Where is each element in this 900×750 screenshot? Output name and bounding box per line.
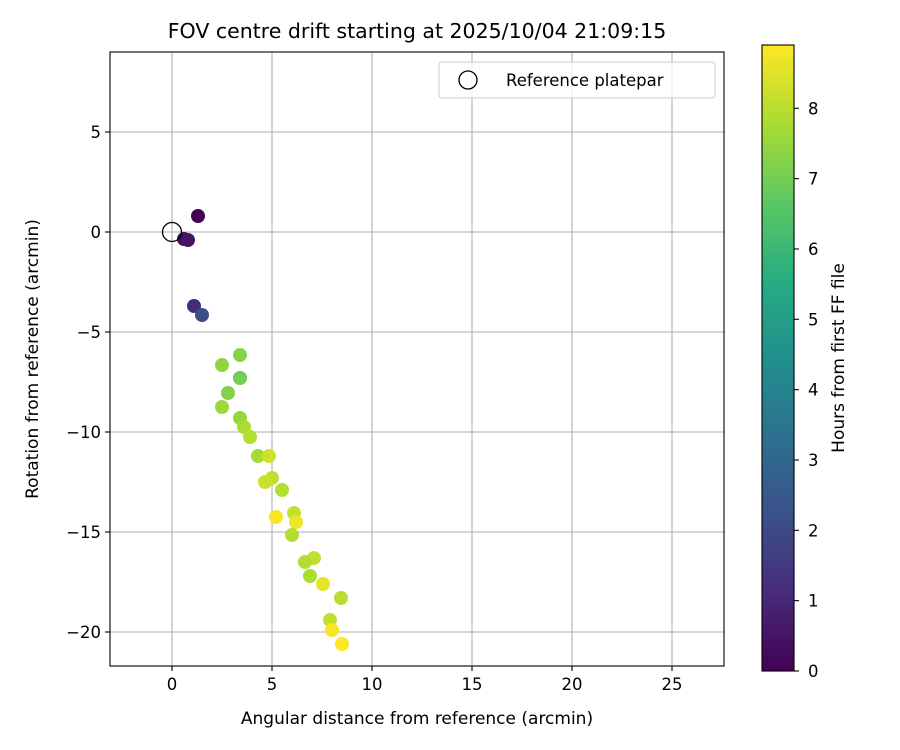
legend-reference-marker [458, 70, 478, 90]
colorbar-tick-label-0: 0 [808, 662, 819, 681]
data-point-20 [269, 510, 283, 524]
reference-platepar-marker [161, 221, 183, 243]
data-point-26 [316, 577, 330, 591]
grid-lines [110, 52, 724, 666]
data-point-3 [187, 299, 201, 313]
colorbar-label: Hours from first FF file [829, 263, 849, 453]
data-point-21 [289, 515, 303, 529]
plot-frame [109, 51, 725, 667]
data-point-5 [233, 348, 247, 362]
colorbar-tick-label-2: 2 [808, 521, 819, 540]
legend-label-reference: Reference platepar [506, 71, 664, 90]
legend: Reference platepar [438, 61, 716, 99]
data-point-24 [298, 555, 312, 569]
colorbar-tick-label-1: 1 [808, 592, 819, 611]
colorbar-tick-label-8: 8 [808, 99, 819, 118]
y-tick-label-5: −20 [66, 623, 101, 642]
reference-marker-layer [161, 221, 183, 243]
colorbar-tick-label-4: 4 [808, 381, 819, 400]
y-tick-label-2: −5 [77, 323, 101, 342]
data-point-22 [285, 528, 299, 542]
y-tick-label-3: −10 [66, 423, 101, 442]
y-tick-label-1: 0 [91, 223, 102, 242]
y-tick-label-0: 5 [91, 123, 102, 142]
data-point-10 [215, 400, 229, 414]
data-point-29 [325, 623, 339, 637]
data-point-14 [251, 449, 265, 463]
x-tick-label-0: 0 [167, 675, 178, 694]
colorbar-ticks: 0 1 2 3 4 5 6 7 8 [794, 99, 819, 681]
y-axis-label: Rotation from reference (arcmin) [23, 219, 43, 499]
colorbar-tick-label-5: 5 [808, 310, 819, 329]
x-tick-label-3: 15 [462, 675, 483, 694]
data-points [177, 209, 349, 651]
colorbar-tick-label-7: 7 [808, 170, 819, 189]
data-point-4 [195, 308, 209, 322]
y-tick-label-4: −15 [66, 523, 101, 542]
x-axis-ticks: 0 5 10 15 20 25 [167, 666, 683, 694]
data-point-30 [335, 637, 349, 651]
colorbar-frame [761, 44, 795, 672]
data-point-0 [191, 209, 205, 223]
data-point-17 [258, 475, 272, 489]
data-point-25 [303, 569, 317, 583]
x-tick-label-2: 10 [362, 675, 383, 694]
data-point-2 [181, 233, 195, 247]
data-point-9 [221, 386, 235, 400]
colorbar-tick-label-6: 6 [808, 240, 819, 259]
colorbar-tick-label-3: 3 [808, 451, 819, 470]
x-tick-label-5: 25 [662, 675, 683, 694]
data-point-18 [275, 483, 289, 497]
data-point-13 [243, 430, 257, 444]
y-axis-ticks: 5 0 −5 −10 −15 −20 [66, 123, 110, 642]
x-tick-label-4: 20 [562, 675, 583, 694]
x-axis-label: Angular distance from reference (arcmin) [241, 709, 593, 729]
colorbar: 0 1 2 3 4 5 6 7 8 Hours from first FF file [761, 44, 849, 681]
colorbar-gradient [762, 45, 794, 671]
data-point-27 [334, 591, 348, 605]
data-point-15 [262, 449, 276, 463]
x-tick-label-1: 5 [267, 675, 278, 694]
data-point-6 [215, 358, 229, 372]
legend-box [438, 61, 716, 99]
chart-title: FOV centre drift starting at 2025/10/04 … [168, 19, 667, 43]
data-point-8 [233, 371, 247, 385]
